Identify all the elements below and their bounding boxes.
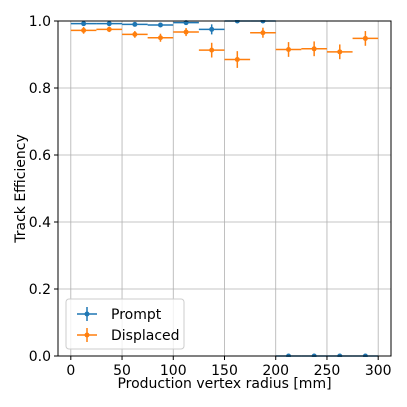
- data-point: [106, 26, 112, 32]
- x-tick-label: 250: [314, 363, 341, 379]
- data-point: [286, 46, 292, 52]
- x-tick-label: 50: [113, 363, 131, 379]
- data-point: [183, 29, 189, 35]
- data-point: [234, 57, 240, 63]
- data-point: [106, 21, 112, 27]
- x-axis-label: Production vertex radius [mm]: [117, 376, 331, 392]
- data-point: [157, 35, 163, 41]
- data-point: [209, 47, 215, 53]
- y-tick-label: 0.4: [29, 215, 51, 231]
- x-tick-label: 0: [66, 363, 75, 379]
- data-point: [157, 22, 163, 28]
- y-tick-label: 0.8: [29, 81, 51, 97]
- data-point: [132, 31, 138, 37]
- ticks: 0 50 100 150 200 250 300 0.0 0.2 0.4 0.6 0.8 1.0: [29, 14, 392, 379]
- x-tick-label: 300: [365, 363, 392, 379]
- y-tick-label: 0.0: [29, 349, 51, 365]
- data-point: [362, 35, 368, 41]
- series-displaced: [70, 26, 379, 68]
- data-point: [260, 30, 266, 36]
- data-point: [337, 49, 343, 55]
- legend: Prompt Displaced: [65, 298, 185, 350]
- legend-marker-dot: [84, 311, 90, 317]
- data-point: [209, 26, 215, 32]
- y-axis-label: Track Efficiency: [13, 134, 29, 244]
- y-tick-label: 0.6: [29, 148, 51, 164]
- x-tick-label: 200: [262, 363, 289, 379]
- legend-label-displaced: Displaced: [111, 328, 180, 344]
- y-tick-label: 1.0: [29, 14, 51, 30]
- y-tick-label: 0.2: [29, 282, 51, 298]
- data-point: [311, 46, 317, 52]
- data-point: [81, 27, 87, 33]
- legend-box: [65, 298, 185, 350]
- data-point: [81, 21, 87, 27]
- x-tick-label: 150: [211, 363, 238, 379]
- data-point: [132, 21, 138, 27]
- legend-label-prompt: Prompt: [111, 307, 162, 323]
- legend-marker-dot: [84, 332, 90, 338]
- x-tick-label: 100: [160, 363, 187, 379]
